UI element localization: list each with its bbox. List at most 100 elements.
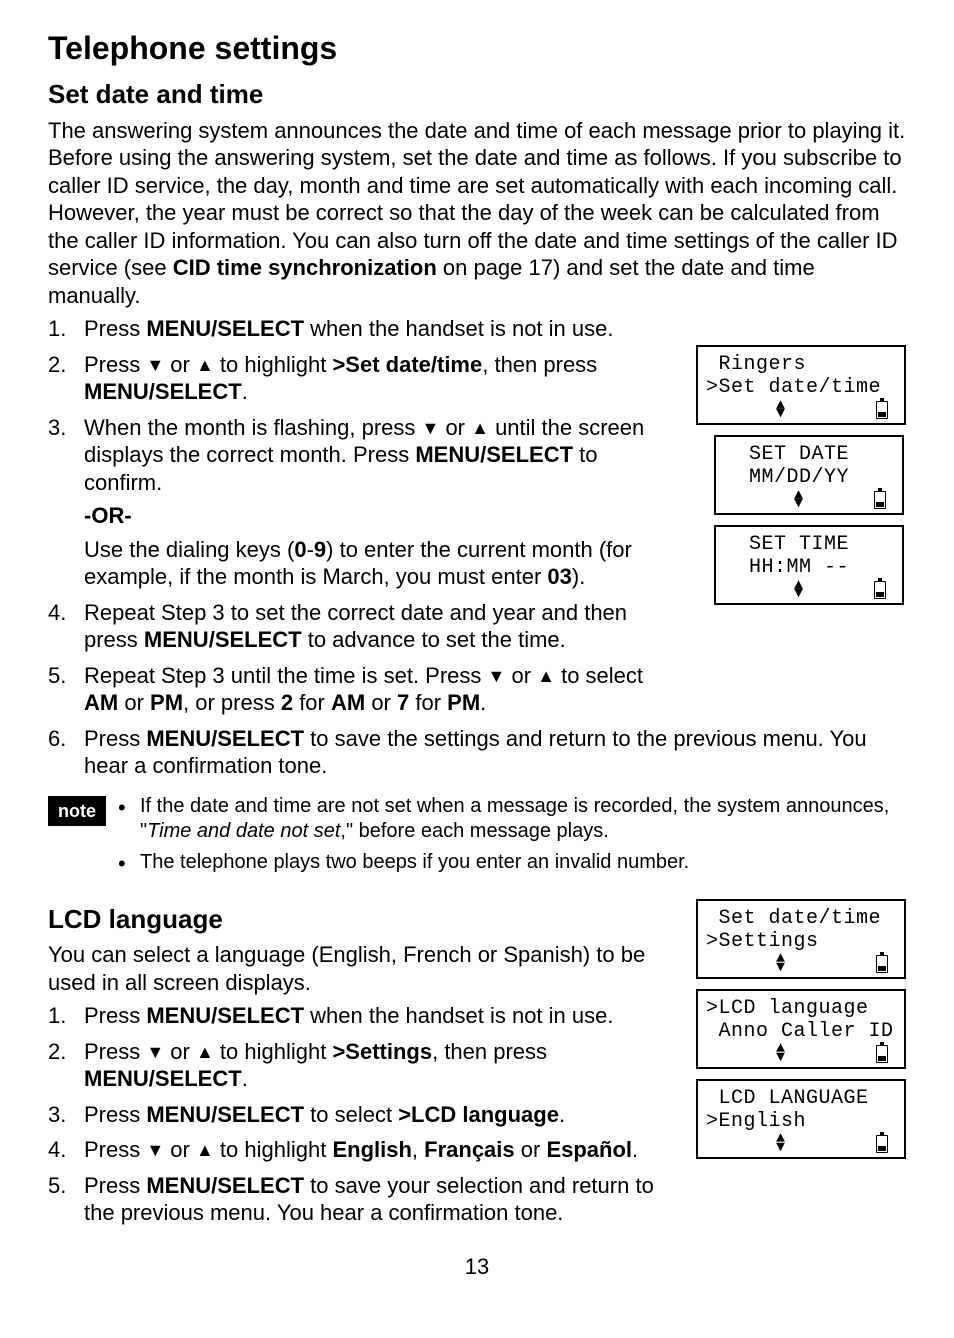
note-list: If the date and time are not set when a … (118, 794, 906, 881)
text: AM (331, 690, 365, 715)
steps-list-lcd: 1. Press MENU/SELECT when the handset is… (48, 1002, 680, 1227)
text: SELECT (217, 1003, 304, 1028)
steps-list-cont: 6. Press MENU/SELECT to save the setting… (48, 725, 906, 780)
section-heading-datetime: Set date and time (48, 78, 906, 111)
text: MENU/ (146, 316, 217, 341)
battery-icon (876, 955, 888, 973)
lcd-line: MM/DD/YY (724, 466, 894, 489)
note-tag: note (48, 796, 106, 827)
text: , then press (432, 1039, 547, 1064)
text: SELECT (217, 316, 304, 341)
lcd-screen-english: LCD LANGUAGE >English ▲▼ (696, 1079, 906, 1159)
text: to highlight (214, 1137, 333, 1162)
text: Français (424, 1137, 515, 1162)
text: or (164, 352, 196, 377)
text: 9 (314, 537, 326, 562)
lcd-line: LCD LANGUAGE (706, 1087, 896, 1110)
lcd-line: >Set date/time (706, 376, 896, 399)
text: Repeat Step 3 until the time is set. Pre… (84, 663, 488, 688)
text: or (439, 415, 471, 440)
text: to select (555, 663, 643, 688)
step-1: 1. Press MENU/SELECT when the handset is… (48, 315, 680, 343)
text: or (365, 690, 397, 715)
text: to select (304, 1102, 398, 1127)
step-5: 5. Repeat Step 3 until the time is set. … (48, 662, 680, 717)
text: Press (84, 1102, 146, 1127)
text: , (412, 1137, 424, 1162)
text: for (409, 690, 447, 715)
step-3: 3. When the month is flashing, press ▼ o… (48, 414, 680, 591)
text: , or press (183, 690, 281, 715)
lcd-line: HH:MM -- (724, 556, 894, 579)
text: Press (84, 316, 146, 341)
text: MENU/ (146, 1003, 217, 1028)
text: 2 (281, 690, 293, 715)
updown-icon: ▲▼ (776, 955, 785, 972)
text: 7 (397, 690, 409, 715)
text: MENU (146, 1173, 211, 1198)
text: PM (150, 690, 183, 715)
text: Press (84, 352, 146, 377)
lcd-line: Ringers (706, 353, 896, 376)
step-number: 4. (48, 1136, 66, 1164)
lcd-line: SET DATE (724, 443, 894, 466)
text: PM (447, 690, 480, 715)
updown-icon: ▲▼ (794, 492, 803, 509)
text: or (118, 690, 150, 715)
step-5: 5. Press MENU/SELECT to save your select… (48, 1172, 680, 1227)
updown-icon: ▲▼ (794, 582, 803, 599)
text: or (505, 663, 537, 688)
step-2: 2. Press ▼ or ▲ to highlight >Settings, … (48, 1038, 680, 1093)
text: MENU (144, 627, 209, 652)
lcd-screen-settings: Set date/time >Settings ▲▼ (696, 899, 906, 979)
text: Press (84, 726, 146, 751)
text: to highlight (214, 352, 333, 377)
step-number: 5. (48, 1172, 66, 1200)
or-label: -OR- (84, 502, 680, 530)
text: Press (84, 1003, 146, 1028)
battery-icon (876, 1045, 888, 1063)
text: to highlight (214, 1039, 333, 1064)
text: Press (84, 1173, 146, 1198)
note-block: note If the date and time are not set wh… (48, 794, 906, 881)
note-item: If the date and time are not set when a … (118, 794, 906, 844)
text: /SELECT (149, 379, 242, 404)
text: . (559, 1102, 565, 1127)
updown-icon: ▲▼ (776, 1135, 785, 1152)
text: , then press (482, 352, 597, 377)
text: MENU (415, 442, 480, 467)
note-item: The telephone plays two beeps if you ent… (118, 850, 906, 875)
lcd-line: >LCD language (706, 997, 896, 1020)
lcd-line: Anno Caller ID (706, 1020, 896, 1043)
text: 03 (547, 564, 571, 589)
step-4: 4. Press ▼ or ▲ to highlight English, Fr… (48, 1136, 680, 1164)
lcd-screen-setdate: SET DATE MM/DD/YY ▲▼ (714, 435, 904, 515)
text: when the handset is not in use. (304, 316, 613, 341)
up-arrow-icon: ▲ (471, 418, 489, 438)
up-arrow-icon: ▲ (196, 1140, 214, 1160)
battery-icon (874, 581, 886, 599)
down-arrow-icon: ▼ (422, 418, 440, 438)
text: Time and date not set (147, 820, 340, 842)
intro-paragraph: The answering system announces the date … (48, 117, 906, 310)
down-arrow-icon: ▼ (146, 355, 164, 375)
text: to advance to set the time. (302, 627, 566, 652)
text: /SELECT (211, 1173, 304, 1198)
text: >Settings (332, 1039, 432, 1064)
lcd-screen-settime: SET TIME HH:MM -- ▲▼ (714, 525, 904, 605)
step-3-alt: Use the dialing keys (0-9) to enter the … (84, 536, 680, 591)
text: When the month is flashing, press (84, 415, 422, 440)
text: English (332, 1137, 411, 1162)
step-4: 4. Repeat Step 3 to set the correct date… (48, 599, 680, 654)
up-arrow-icon: ▲ (196, 355, 214, 375)
text: . (242, 379, 248, 404)
text: MENU (84, 1066, 149, 1091)
text: MENU (84, 379, 149, 404)
text: 0 (294, 537, 306, 562)
step-number: 5. (48, 662, 66, 690)
lcd-line: SET TIME (724, 533, 894, 556)
step-number: 3. (48, 1101, 66, 1129)
text: /SELECT (211, 1102, 304, 1127)
text: . (242, 1066, 248, 1091)
text: AM (84, 690, 118, 715)
